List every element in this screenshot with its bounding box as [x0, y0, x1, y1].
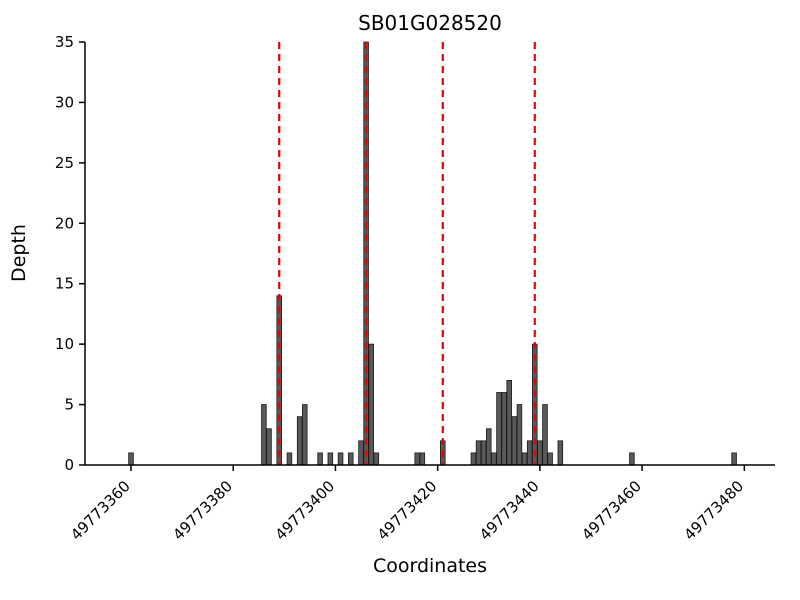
y-tick-label: 10: [55, 335, 74, 353]
x-tick-label: 49773420: [374, 477, 441, 544]
x-tick-label: 49773460: [578, 477, 645, 544]
x-tick-label: 49773380: [169, 477, 236, 544]
y-tick-label: 35: [55, 33, 74, 51]
depth-bar: [516, 404, 523, 466]
depth-bar: [368, 343, 374, 466]
depth-bar: [480, 440, 487, 466]
depth-bar: [286, 452, 293, 466]
depth-bar: [302, 404, 308, 466]
chart-title: SB01G028520: [358, 11, 502, 35]
depth-bar: [521, 452, 528, 466]
depth-bar: [358, 440, 364, 466]
y-tick-label: 25: [55, 154, 74, 172]
depth-bar: [327, 452, 334, 466]
plot-area: 0 5 10 15 20 25 30 35 49773360 49773380 49773400 49…: [55, 33, 775, 544]
depth-bar: [557, 440, 564, 466]
depth-bar: [373, 452, 380, 466]
y-tick-label: 0: [64, 456, 74, 474]
depth-bar: [261, 404, 267, 466]
depth-bar: [475, 440, 482, 466]
x-tick-label: 49773360: [67, 477, 134, 544]
y-axis-label: Depth: [8, 224, 30, 282]
x-axis-label: Coordinates: [373, 555, 487, 577]
depth-bar: [470, 452, 477, 466]
depth-bar: [506, 379, 512, 466]
depth-bar: [296, 416, 303, 466]
x-tick-label: 49773440: [476, 477, 543, 544]
depth-bar: [486, 428, 492, 466]
depth-bar: [731, 452, 737, 466]
depth-bar: [128, 452, 134, 466]
y-tick-label: 15: [55, 275, 74, 293]
depth-bar: [317, 452, 323, 466]
y-tick-label: 30: [55, 93, 74, 111]
y-tick-label: 5: [64, 396, 74, 414]
depth-bar: [501, 392, 507, 466]
y-tick-label: 20: [55, 214, 74, 232]
depth-bar: [337, 452, 344, 466]
depth-bar: [511, 416, 518, 466]
depth-bar: [414, 452, 420, 466]
x-tick-label: 49773400: [272, 477, 339, 544]
depth-bar: [629, 452, 635, 466]
depth-bar: [419, 452, 426, 466]
depth-bar: [542, 404, 548, 466]
depth-bar: [266, 428, 272, 466]
x-tick-label: 49773480: [680, 477, 747, 544]
depth-bar: [526, 440, 533, 466]
depth-bar: [537, 440, 543, 466]
depth-bar: [496, 392, 502, 466]
depth-bar: [547, 452, 553, 466]
depth-bar: [491, 452, 497, 466]
depth-bar: [348, 452, 354, 466]
